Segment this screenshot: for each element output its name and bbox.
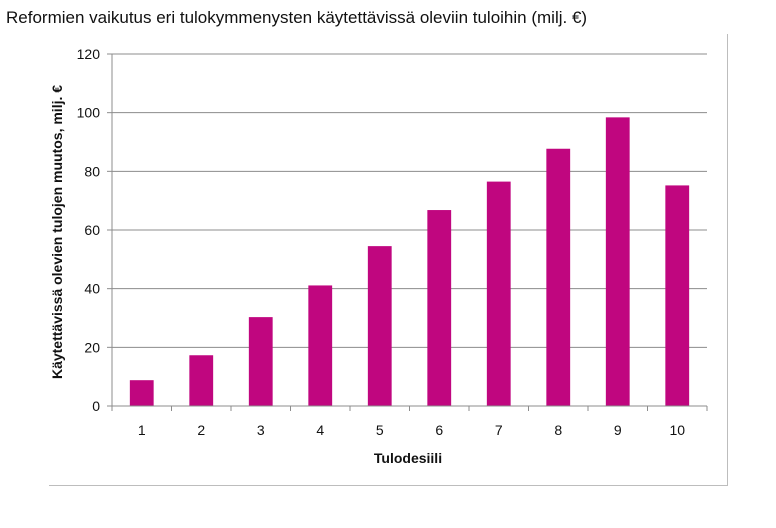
- y-tick-labels: 0 20 40 60 80 100 120: [77, 46, 101, 414]
- y-tick-label: 0: [92, 398, 100, 414]
- bar: [486, 181, 511, 406]
- bar: [605, 117, 630, 407]
- x-tick-label: 9: [614, 422, 622, 438]
- y-tick-label: 40: [84, 281, 100, 297]
- x-tick-label: 2: [197, 422, 205, 438]
- x-tick-label: 10: [669, 422, 685, 438]
- bar: [546, 148, 571, 406]
- axes: [107, 53, 708, 411]
- x-tick-label: 6: [435, 422, 443, 438]
- x-axis-title: Tulodesiili: [374, 450, 442, 466]
- y-tick-label: 120: [77, 46, 101, 62]
- bar: [189, 355, 214, 406]
- bars: [129, 117, 690, 407]
- bar: [427, 210, 452, 406]
- y-tick-label: 80: [84, 163, 100, 179]
- bar: [367, 246, 392, 406]
- y-tick-label: 20: [84, 339, 100, 355]
- y-tick-label: 60: [84, 222, 100, 238]
- x-tick-label: 1: [138, 422, 146, 438]
- bar: [248, 317, 273, 406]
- chart-title: Reformien vaikutus eri tulokymmenysten k…: [6, 8, 588, 27]
- x-tick-label: 3: [257, 422, 265, 438]
- x-tick-label: 5: [376, 422, 384, 438]
- x-tick-label: 8: [554, 422, 562, 438]
- bar: [665, 185, 690, 406]
- y-axis-title: Käytettävissä olevien tulojen muutos, mi…: [49, 85, 65, 379]
- chart-frame: [49, 34, 728, 486]
- bar: [308, 285, 333, 406]
- y-tick-label: 100: [77, 105, 101, 121]
- x-tick-label: 4: [316, 422, 324, 438]
- x-tick-label: 7: [495, 422, 503, 438]
- bar: [129, 380, 154, 406]
- x-tick-labels: 1 2 3 4 5 6 7 8 9 10: [138, 422, 685, 438]
